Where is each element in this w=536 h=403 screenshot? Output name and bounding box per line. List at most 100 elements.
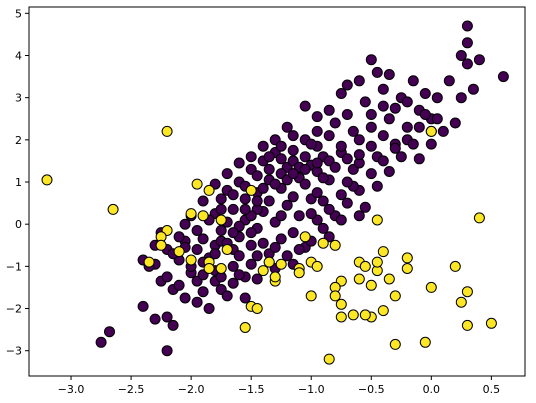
- scatter-point: [359, 309, 371, 321]
- scatter-point: [275, 233, 287, 245]
- scatter-point: [269, 271, 281, 283]
- x-tick-label: −0.5: [358, 383, 385, 396]
- scatter-point: [245, 258, 257, 270]
- scatter-point: [299, 178, 311, 190]
- x-tick-label: −2.0: [178, 383, 205, 396]
- scatter-point: [359, 201, 371, 213]
- scatter-point: [413, 153, 425, 165]
- x-tick-label: −3.0: [58, 383, 85, 396]
- scatter-point: [443, 75, 455, 87]
- scatter-point: [431, 92, 443, 104]
- scatter-point: [41, 174, 53, 186]
- scatter-point: [263, 195, 275, 207]
- scatter-point: [311, 260, 323, 272]
- scatter-point: [461, 58, 473, 70]
- scatter-point: [287, 130, 299, 142]
- scatter-point: [215, 203, 227, 215]
- scatter-point: [341, 79, 353, 91]
- scatter-point: [473, 54, 485, 66]
- scatter-point: [179, 292, 191, 304]
- scatter-point: [401, 96, 413, 108]
- y-axis: −3 −2 −1 0 1 2 3 4 5: [6, 7, 29, 358]
- scatter-point: [137, 300, 149, 312]
- scatter-point: [239, 203, 251, 215]
- scatter-point: [425, 138, 437, 150]
- scatter-point: [371, 180, 383, 192]
- scatter-point: [161, 271, 173, 283]
- scatter-point: [365, 121, 377, 133]
- scatter-point: [257, 265, 269, 277]
- scatter-point: [299, 151, 311, 163]
- scatter-point: [395, 151, 407, 163]
- scatter-point: [197, 210, 209, 222]
- scatter-point: [251, 303, 263, 314]
- y-tick-label: 0: [15, 218, 22, 231]
- scatter-point: [413, 121, 425, 133]
- scatter-point: [455, 296, 467, 308]
- scatter-point: [173, 279, 185, 291]
- scatter-point: [431, 113, 443, 125]
- scatter-point: [323, 130, 335, 142]
- scatter-point: [95, 336, 107, 348]
- scatter-point: [365, 140, 377, 152]
- x-tick-label: 0.0: [423, 383, 441, 396]
- scatter-point: [287, 227, 299, 239]
- scatter-point: [419, 109, 431, 120]
- scatter-point: [383, 166, 395, 177]
- scatter-point: [377, 100, 389, 112]
- scatter-point: [191, 178, 203, 190]
- scatter-point: [401, 252, 413, 264]
- scatter-point: [341, 109, 353, 120]
- scatter-point: [353, 210, 365, 222]
- scatter-point: [143, 256, 155, 268]
- y-tick-label: −2: [6, 303, 22, 316]
- scatter-point: [209, 248, 221, 260]
- scatter-point: [335, 311, 347, 323]
- scatter-point: [263, 163, 275, 175]
- scatter-point: [245, 227, 257, 239]
- scatter-point: [299, 231, 311, 243]
- scatter-point: [269, 178, 281, 190]
- x-axis: −3.0 −2.5 −2.0 −1.5 −1.0 −0.5 0.0 0.5: [58, 376, 500, 396]
- scatter-point: [371, 214, 383, 226]
- scatter-point: [335, 298, 347, 310]
- scatter-point: [263, 151, 275, 163]
- scatter-point: [203, 303, 215, 314]
- scatter-point: [227, 260, 239, 272]
- scatter-point: [215, 193, 227, 205]
- scatter-point: [269, 241, 281, 253]
- scatter-point: [299, 163, 311, 175]
- scatter-point: [371, 66, 383, 78]
- scatter-point: [311, 157, 323, 169]
- scatter-point: [275, 210, 287, 222]
- scatter-point: [227, 227, 239, 239]
- scatter-point: [167, 319, 179, 331]
- scatter-point: [371, 256, 383, 268]
- scatter-point: [389, 142, 401, 154]
- scatter-point: [203, 184, 215, 196]
- scatter-point: [305, 208, 317, 220]
- scatter-point: [161, 125, 173, 137]
- scatter-point: [335, 189, 347, 201]
- scatter-point: [497, 71, 509, 83]
- scatter-point: [293, 267, 305, 279]
- scatter-point: [287, 168, 299, 180]
- scatter-point: [335, 88, 347, 99]
- y-tick-label: 4: [15, 49, 22, 62]
- scatter-point: [293, 210, 305, 222]
- scatter-point: [293, 244, 305, 255]
- x-tick-label: −1.5: [238, 383, 265, 396]
- scatter-point: [329, 117, 341, 129]
- scatter-point: [161, 345, 173, 357]
- scatter-point: [353, 75, 365, 87]
- scatter-point: [359, 96, 371, 108]
- scatter-point: [419, 336, 431, 348]
- scatter-point: [335, 214, 347, 226]
- scatter-point: [389, 102, 401, 114]
- scatter-point: [305, 138, 317, 150]
- scatter-point: [359, 260, 371, 272]
- scatter-point: [329, 290, 341, 302]
- scatter-point: [203, 263, 215, 274]
- scatter-point: [239, 193, 251, 205]
- scatter-point: [341, 197, 353, 209]
